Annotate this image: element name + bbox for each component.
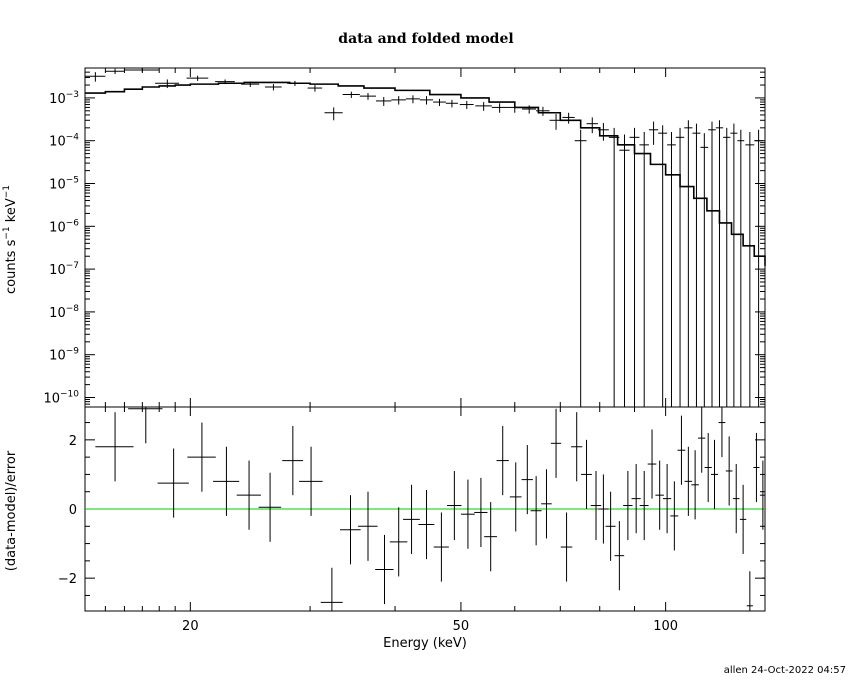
y-tick-exponent: −7	[66, 261, 79, 271]
y-tick-base: 10	[49, 349, 66, 364]
top-y-tick-label: 10−9	[49, 347, 79, 364]
plot-timestamp: allen 24-Oct-2022 04:57	[724, 665, 846, 676]
y-tick-base: 10	[49, 135, 66, 150]
top-y-tick-label: 10−4	[49, 133, 79, 150]
top-y-tick-label: 10−8	[49, 304, 79, 321]
y-tick-base: 10	[43, 392, 60, 407]
bottom-y-tick-label: 0	[69, 503, 77, 518]
y-label-exponent: −1	[2, 226, 12, 239]
x-axis-label: Energy (keV)	[383, 636, 467, 651]
y-tick-exponent: −4	[66, 133, 80, 143]
y-tick-base: 10	[49, 92, 66, 107]
y-tick-exponent: −3	[66, 90, 79, 100]
y-tick-exponent: −10	[60, 390, 79, 400]
x-tick-label: 50	[453, 619, 470, 634]
bottom-y-axis-label: (data-model)/error	[4, 450, 19, 571]
y-label-exponent: −1	[2, 185, 12, 198]
y-tick-exponent: −6	[66, 218, 80, 228]
top-y-tick-label: 10−7	[49, 261, 79, 278]
x-tick-label: 20	[182, 619, 199, 634]
top-panel: 10−310−410−510−610−710−810−910−10	[43, 67, 766, 408]
y-tick-exponent: −5	[66, 176, 79, 186]
top-y-tick-label: 10−10	[43, 390, 79, 407]
y-tick-exponent: −9	[66, 347, 80, 357]
top-y-tick-label: 10−3	[49, 90, 79, 107]
bottom-y-tick-label: −2	[58, 572, 77, 587]
top-y-tick-label: 10−5	[49, 176, 79, 193]
bottom-y-tick-label: 2	[69, 434, 77, 449]
y-label-text: counts s	[4, 239, 19, 294]
y-tick-base: 10	[49, 263, 66, 278]
y-label-text: keV	[4, 198, 19, 226]
chart-title: data and folded model	[338, 31, 513, 47]
top-y-tick-label: 10−6	[49, 218, 79, 235]
y-tick-base: 10	[49, 220, 66, 235]
y-tick-base: 10	[49, 306, 66, 321]
top-y-axis-label: counts s−1 keV−1	[2, 185, 19, 294]
y-tick-base: 10	[49, 178, 66, 193]
y-tick-exponent: −8	[66, 304, 80, 314]
x-tick-label: 100	[653, 619, 678, 634]
